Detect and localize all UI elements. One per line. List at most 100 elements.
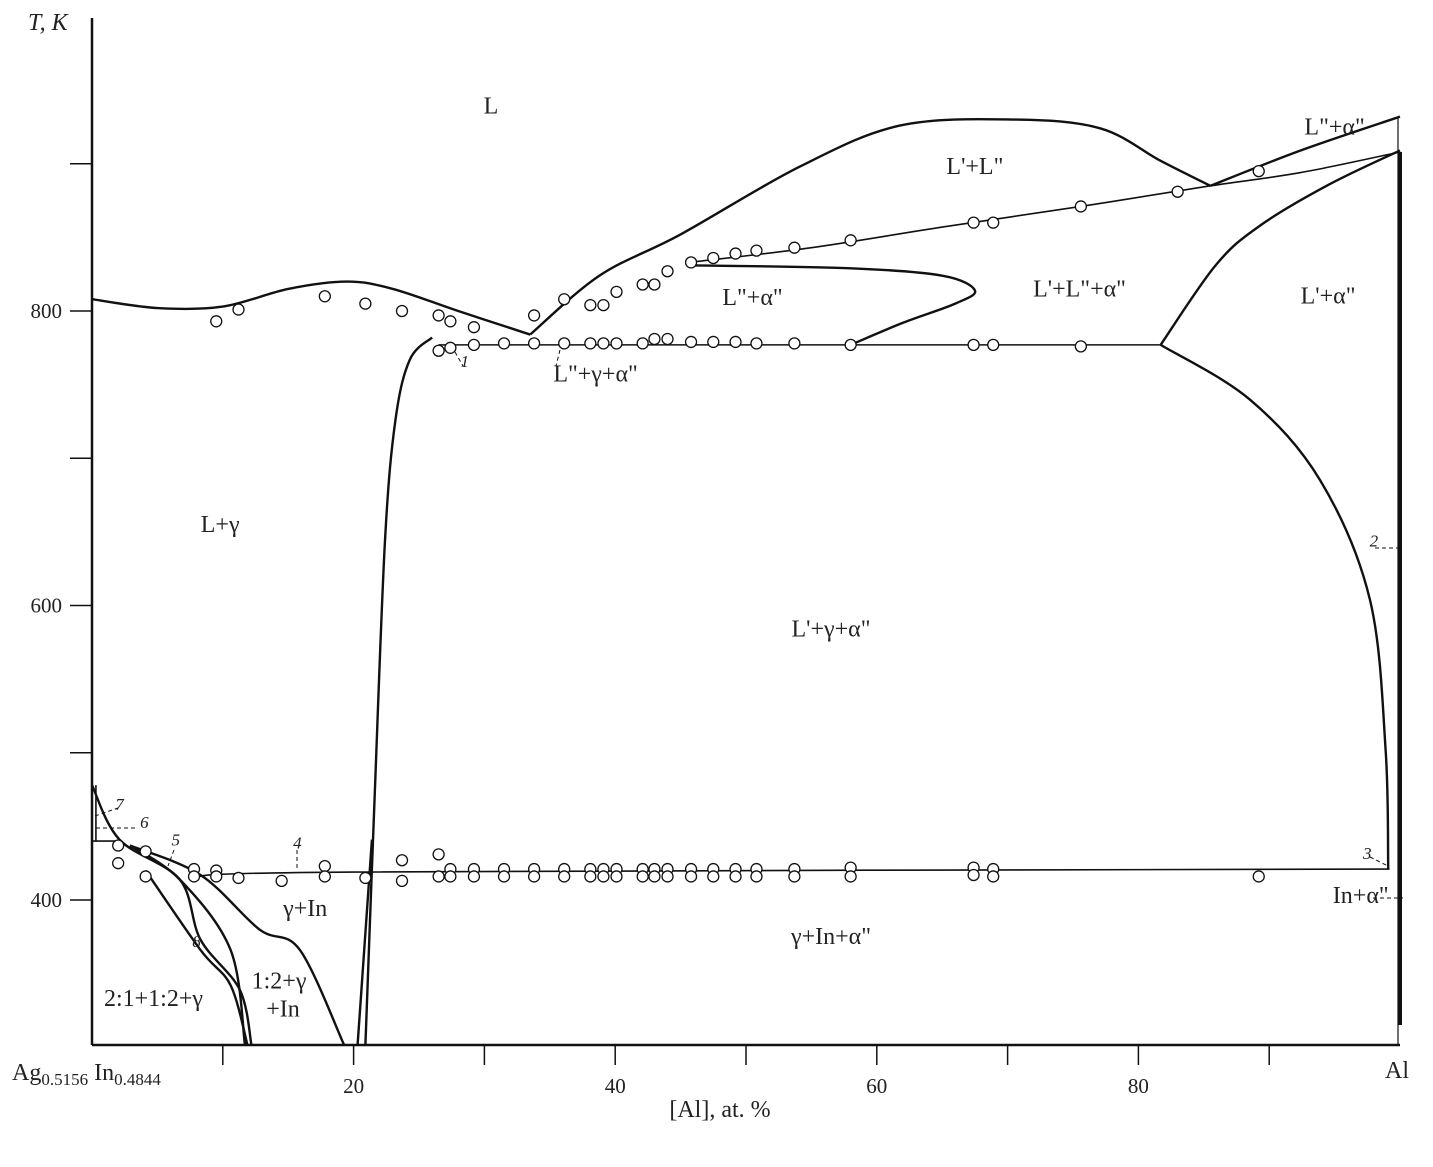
annotation-leader bbox=[167, 849, 175, 867]
annotation-number: 8 bbox=[192, 932, 201, 951]
x-tick-label: 60 bbox=[866, 1074, 887, 1098]
data-point bbox=[684, 870, 698, 883]
data-point bbox=[1074, 200, 1087, 213]
annotation-number: 6 bbox=[140, 813, 149, 832]
region-label: 2:1+1:2+γ bbox=[104, 986, 203, 1012]
data-point bbox=[597, 337, 610, 350]
data-point bbox=[610, 337, 623, 350]
data-point bbox=[432, 344, 445, 357]
x-tick-label: 20 bbox=[343, 1074, 364, 1098]
data-point bbox=[584, 337, 597, 350]
data-point bbox=[661, 870, 674, 883]
data-point bbox=[395, 304, 409, 318]
region-label: In+α" bbox=[1333, 883, 1389, 909]
data-point bbox=[584, 870, 597, 883]
data-point bbox=[707, 251, 720, 265]
data-point bbox=[187, 870, 201, 883]
data-point bbox=[210, 315, 223, 328]
boundary-eutectic-lower bbox=[190, 868, 1390, 879]
data-point bbox=[967, 216, 980, 229]
data-point bbox=[584, 298, 597, 312]
x-right-label: Al bbox=[1385, 1058, 1409, 1084]
data-point bbox=[467, 870, 481, 883]
data-point bbox=[788, 241, 801, 254]
data-point bbox=[987, 870, 1000, 883]
annotation-leader bbox=[454, 351, 464, 367]
data-point bbox=[648, 332, 661, 346]
data-point bbox=[844, 338, 857, 352]
annotation-number: 2 bbox=[1370, 532, 1379, 551]
data-point bbox=[648, 278, 661, 291]
region-label: L"+α" bbox=[722, 285, 782, 311]
data-point bbox=[648, 870, 661, 883]
data-point bbox=[1074, 340, 1087, 353]
data-point bbox=[395, 854, 409, 867]
data-point bbox=[1171, 185, 1184, 198]
boundary-l1-alpha bbox=[1159, 149, 1401, 346]
data-point bbox=[497, 337, 511, 350]
data-point bbox=[432, 848, 445, 861]
data-point bbox=[395, 874, 409, 888]
data-point bbox=[967, 868, 980, 882]
data-point bbox=[232, 871, 245, 885]
data-point bbox=[987, 216, 1000, 229]
data-point bbox=[610, 870, 623, 883]
data-point bbox=[788, 870, 801, 883]
boundary-alpha-solvus bbox=[1160, 343, 1390, 870]
annotation-leader bbox=[1369, 856, 1389, 867]
data-point bbox=[661, 265, 674, 278]
data-point bbox=[467, 338, 481, 352]
region-label: L'+L"+α" bbox=[1033, 276, 1126, 302]
labels: L L'+L" L"+α" L"+α" L'+L"+α" L'+α" L+γ L"+γ+α" L… bbox=[94, 94, 1403, 1022]
boundary-low-curve-c bbox=[129, 844, 346, 1047]
x-tick-label: 80 bbox=[1128, 1074, 1149, 1098]
region-label: L'+α" bbox=[1301, 284, 1356, 310]
region-label: L"+α" bbox=[1304, 114, 1364, 140]
y-tick-label: 400 bbox=[31, 888, 63, 912]
data-point bbox=[444, 315, 457, 328]
boundary-liquidus-al bbox=[1209, 115, 1401, 187]
data-point bbox=[112, 857, 125, 870]
region-label: L'+γ+α" bbox=[792, 616, 871, 642]
data-point bbox=[318, 859, 331, 873]
data-point bbox=[844, 870, 857, 883]
boundary-liquidus-left bbox=[91, 280, 531, 336]
annotation-number: 4 bbox=[293, 833, 302, 852]
data-point bbox=[444, 870, 457, 883]
boundary-curve-8 bbox=[144, 869, 249, 1047]
data-point bbox=[729, 247, 742, 260]
data-point bbox=[527, 870, 541, 883]
x-left-label: Ag0.5156 In0.4844 bbox=[12, 1060, 161, 1089]
region-label: γ+In bbox=[282, 896, 327, 922]
data-point bbox=[729, 335, 742, 349]
data-point bbox=[597, 870, 610, 883]
region-label: L'+L" bbox=[946, 154, 1003, 180]
y-tick-label: 800 bbox=[31, 299, 63, 323]
data-point bbox=[750, 870, 763, 883]
data-point bbox=[232, 303, 245, 316]
data-point bbox=[636, 278, 649, 291]
data-point bbox=[112, 839, 125, 852]
data-point bbox=[139, 845, 152, 858]
data-point bbox=[1252, 164, 1265, 178]
data-point bbox=[684, 335, 698, 349]
data-point bbox=[1252, 870, 1265, 883]
data-point bbox=[444, 341, 457, 354]
data-point bbox=[707, 335, 720, 349]
annotation-number: 7 bbox=[115, 795, 125, 814]
x-tick-label: 40 bbox=[605, 1074, 626, 1098]
data-point bbox=[558, 870, 571, 883]
data-point bbox=[318, 290, 331, 303]
data-points bbox=[112, 164, 1265, 888]
data-point bbox=[597, 298, 610, 312]
data-point bbox=[275, 874, 288, 888]
data-point bbox=[467, 321, 481, 334]
data-point bbox=[684, 256, 698, 269]
region-label: 1:2+γ bbox=[252, 968, 307, 994]
data-point bbox=[967, 338, 980, 352]
data-point bbox=[636, 337, 649, 350]
data-point bbox=[432, 309, 445, 322]
data-point bbox=[497, 870, 511, 883]
